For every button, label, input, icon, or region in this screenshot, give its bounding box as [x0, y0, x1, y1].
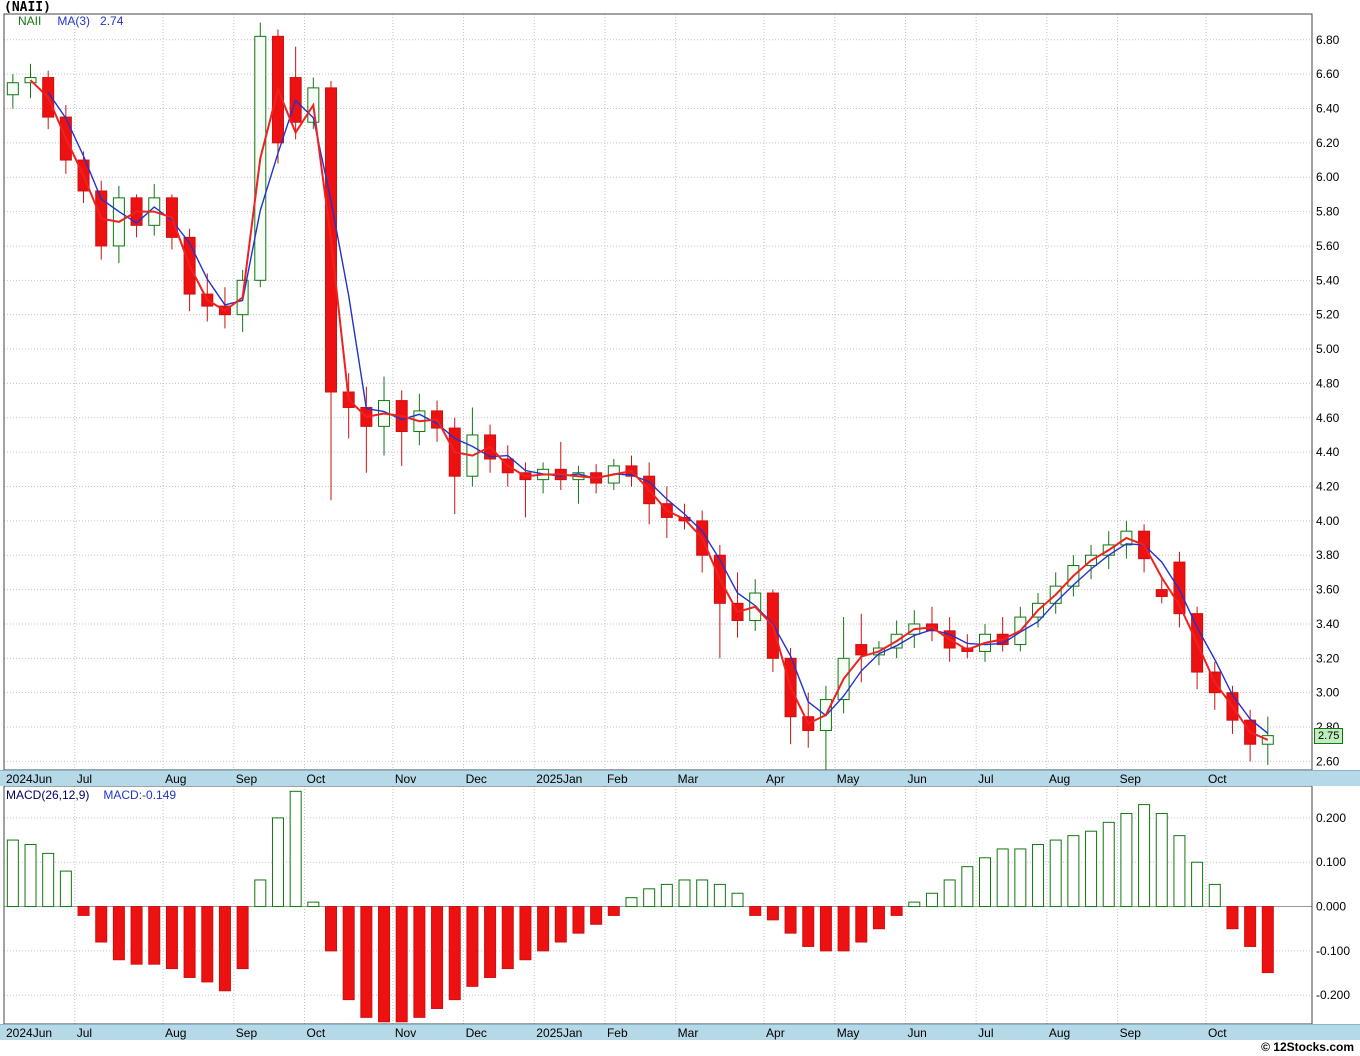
price-axis-tick-label: 4.60: [1316, 411, 1340, 425]
price-axis-tick-label: 4.00: [1316, 514, 1340, 528]
copyright-watermark: © 12Stocks.com: [1261, 1040, 1354, 1054]
month-label: 2024Jun: [6, 1026, 53, 1040]
month-label: Sep: [235, 1026, 258, 1040]
price-axis-tick-label: 4.20: [1316, 480, 1340, 494]
month-label: Sep: [235, 772, 258, 786]
month-label: Apr: [766, 772, 785, 786]
month-label: Jul: [76, 1026, 93, 1040]
price-axis-tick-label: 6.00: [1316, 170, 1340, 184]
x-axis-band-bottom: 2024Jun Jul Aug Sep Oct Nov Dec 2025Jan Feb Mar Ap…: [0, 1024, 1360, 1040]
month-label: Aug: [165, 772, 187, 786]
price-axis-tick-label: 5.60: [1316, 239, 1340, 253]
price-axis-tick-label: 5.00: [1316, 342, 1340, 356]
last-price-tag: 2.75: [1314, 728, 1344, 744]
macd-axis-tick-label: 0.200: [1316, 811, 1346, 825]
month-label: Feb: [606, 1026, 628, 1040]
month-label: Mar: [677, 1026, 699, 1040]
month-label: Jul: [978, 1026, 994, 1040]
price-axis-tick-label: 3.20: [1316, 651, 1340, 665]
main-panel-border: [3, 13, 1313, 771]
month-label: Nov: [394, 1026, 417, 1040]
month-label: Jul: [76, 772, 93, 786]
macd-axis-tick-label: -0.100: [1316, 944, 1350, 958]
ma3-line: [47, 92, 1269, 734]
price-axis-tick-label: 5.40: [1316, 273, 1340, 287]
macd-axis-tick-label: 0.000: [1316, 900, 1346, 914]
macd-histogram: [6, 790, 1274, 1023]
symbol-label: NAII: [18, 14, 42, 28]
macd-axis-tick-label: 0.100: [1316, 855, 1346, 869]
x-axis-band-top: 2024Jun Jul Aug Sep Oct Nov Dec 2025Jan Feb Mar Ap…: [0, 770, 1360, 786]
month-label: 2024Jun: [6, 772, 53, 786]
page-title: (NAII): [4, 0, 51, 15]
price-axis-tick-label: 3.00: [1316, 686, 1340, 700]
month-label: Aug: [1048, 1026, 1071, 1040]
price-axis-tick-label: 2.60: [1316, 754, 1340, 768]
macd-panel-border: [3, 785, 1313, 1025]
ma-legend-label: MA(3): [57, 14, 91, 28]
price-axis-tick-label: 6.20: [1316, 136, 1340, 150]
price-axis-tick-label: 4.80: [1316, 376, 1340, 390]
macd-axis-tick-label: -0.200: [1316, 988, 1350, 1002]
month-label: Jun: [907, 1026, 927, 1040]
month-label: Feb: [606, 772, 628, 786]
price-axis-tick-label: 5.20: [1316, 308, 1340, 322]
macd-label: MACD(26,12,9): [6, 788, 90, 802]
month-label: 2025Jan: [536, 772, 583, 786]
month-label: Aug: [1048, 772, 1071, 786]
month-label: Jun: [907, 772, 927, 786]
price-axis-tick-label: 5.80: [1316, 205, 1340, 219]
ma-red-line: [29, 79, 1269, 741]
price-axis-tick-label: 3.40: [1316, 617, 1340, 631]
month-label: Dec: [465, 1026, 487, 1040]
month-label: May: [836, 1026, 860, 1040]
month-label: Jul: [978, 772, 994, 786]
month-label: Nov: [394, 772, 417, 786]
main-chart-legend: NAII MA(3) 2.74: [18, 14, 123, 28]
ma-legend-value: 2.74: [100, 14, 124, 28]
price-axis-tick-label: 4.40: [1316, 445, 1340, 459]
month-label: Aug: [165, 1026, 187, 1040]
gridlines: [4, 14, 1312, 1024]
month-label: Oct: [306, 772, 326, 786]
month-label: Oct: [1207, 1026, 1227, 1040]
month-label: Oct: [306, 1026, 326, 1040]
month-label: 2025Jan: [536, 1026, 583, 1040]
price-axis-tick-label: 3.80: [1316, 548, 1340, 562]
month-label: May: [836, 772, 860, 786]
macd-legend: MACD(26,12,9) MACD:-0.149: [6, 788, 176, 802]
macd-current-value: MACD:-0.149: [103, 788, 177, 802]
month-label: Dec: [465, 772, 487, 786]
price-axis-tick-label: 3.60: [1316, 583, 1340, 597]
price-axis-tick-label: 6.80: [1316, 33, 1340, 47]
month-label: Sep: [1119, 1026, 1141, 1040]
month-label: Oct: [1207, 772, 1227, 786]
month-label: Sep: [1119, 772, 1141, 786]
price-axis-tick-label: 6.60: [1316, 67, 1340, 81]
month-label: Mar: [677, 772, 699, 786]
month-label: Apr: [766, 1026, 785, 1040]
price-axis-tick-label: 6.40: [1316, 102, 1340, 116]
